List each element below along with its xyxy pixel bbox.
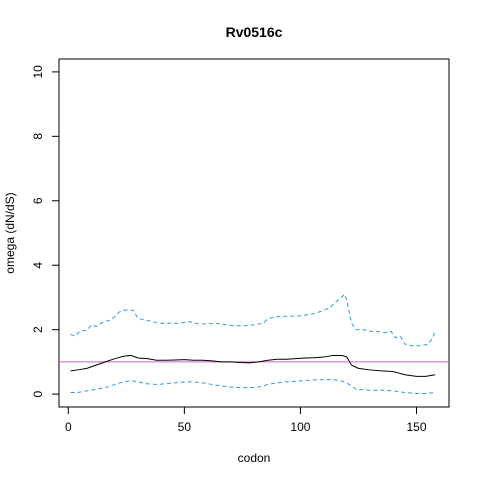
y-tick-label: 2 [31,326,45,333]
x-axis-label: codon [238,451,271,465]
series-line-lower-bound [70,379,436,394]
y-tick-label: 6 [31,197,45,204]
y-tick-label: 0 [31,390,45,397]
x-tick-label: 100 [290,420,310,434]
y-tick-label: 4 [31,262,45,269]
x-tick-label: 150 [406,420,426,434]
series-line-estimate [70,354,436,377]
x-tick-label: 0 [65,420,72,434]
x-axis: 0 50 100 150 [65,406,427,434]
series-layer [70,293,436,394]
y-tick-label: 10 [31,65,45,79]
y-tick-label: 8 [31,133,45,140]
chart-title: Rv0516c [226,24,283,40]
plot-frame [58,58,450,408]
y-axis: 0 2 4 6 8 10 [31,65,60,397]
x-tick-label: 50 [178,420,192,434]
y-axis-label: omega (dN/dS) [3,192,17,273]
series-line-upper-bound [70,293,436,347]
